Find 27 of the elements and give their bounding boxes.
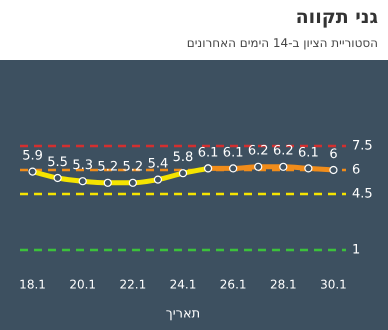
x-tick-label: 30.1 — [320, 277, 347, 292]
x-tick-label: 24.1 — [170, 277, 196, 292]
x-axis-title: תאריך — [166, 306, 200, 322]
data-label: 6.1 — [298, 145, 319, 160]
x-tick-label: 20.1 — [69, 277, 96, 292]
x-tick-label: 18.1 — [19, 277, 46, 292]
x-tick-label: 26.1 — [220, 277, 247, 292]
data-label: 5.5 — [47, 154, 68, 170]
x-tick-label: 28.1 — [270, 277, 297, 292]
data-label: 6.1 — [222, 145, 244, 160]
data-label: 5.9 — [22, 148, 43, 164]
data-label: 6.2 — [248, 144, 269, 159]
data-label: 6.1 — [198, 145, 218, 160]
data-label: 5.3 — [72, 158, 94, 174]
ref-line-label: 7.5 — [352, 138, 373, 154]
ref-line-label: 6 — [352, 162, 360, 178]
ref-line-label: 1 — [352, 242, 360, 258]
data-label: 5.2 — [97, 160, 118, 175]
data-label: 5.8 — [172, 150, 194, 166]
data-label: 6 — [329, 146, 338, 162]
data-label: 6.2 — [272, 144, 294, 159]
ref-line-label: 4.5 — [352, 186, 373, 202]
data-label: 5.4 — [148, 156, 168, 172]
x-tick-label: 22.1 — [119, 277, 146, 292]
chart-subtitle: הסטוריית הציון ב-14 הימים האחרונים — [186, 35, 378, 50]
chart-title: גני תקווה — [294, 5, 378, 30]
data-label: 5.2 — [122, 160, 144, 175]
